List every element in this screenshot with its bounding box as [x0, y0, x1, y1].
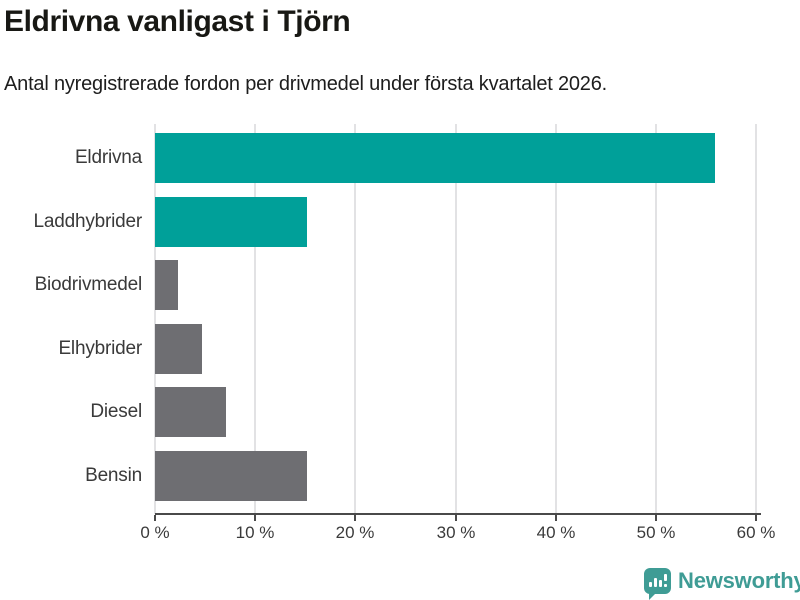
bar	[155, 197, 307, 247]
gridline	[455, 124, 457, 514]
tick-mark	[254, 515, 256, 521]
newsworthy-logo-icon	[644, 568, 671, 600]
logo-exclamation-dot-icon	[664, 584, 667, 587]
gridline	[655, 124, 657, 514]
plot-area	[154, 124, 761, 514]
gridline	[555, 124, 557, 514]
bar	[155, 451, 307, 501]
tick-mark	[455, 515, 457, 521]
gridline	[354, 124, 356, 514]
chart-subtitle: Antal nyregistrerade fordon per drivmede…	[4, 73, 608, 95]
category-label: Eldrivna	[74, 146, 142, 168]
category-label: Elhybrider	[58, 337, 142, 359]
bar-row: Biodrivmedel	[0, 252, 800, 317]
gridline	[254, 124, 256, 514]
tick-label: 40 %	[536, 523, 576, 542]
tick-label: 10 %	[235, 523, 275, 542]
logo-speech-tail	[649, 593, 656, 600]
tick-label: 60 %	[736, 523, 776, 542]
tick-label: 30 %	[436, 523, 476, 542]
logo-exclamation-icon	[664, 574, 667, 581]
bar-row: Eldrivna	[0, 125, 800, 190]
bar	[155, 387, 226, 437]
newsworthy-logo: Newsworthy	[644, 567, 800, 600]
tick-label: 0 %	[140, 523, 170, 542]
category-label: Biodrivmedel	[34, 273, 143, 295]
bar-row: Bensin	[0, 443, 800, 508]
gridline	[154, 124, 156, 514]
bar	[155, 133, 715, 183]
tick-mark	[354, 515, 356, 521]
newsworthy-brand-text: Newsworthy	[678, 568, 800, 593]
tick-mark	[755, 515, 757, 521]
tick-label: 50 %	[636, 523, 676, 542]
gridline	[755, 124, 757, 514]
logo-bar-icon	[654, 578, 657, 587]
bar-row: Laddhybrider	[0, 189, 800, 254]
bar	[155, 260, 178, 310]
chart-title: Eldrivna vanligast i Tjörn	[4, 5, 351, 38]
tick-mark	[154, 515, 156, 521]
category-label: Diesel	[90, 400, 142, 422]
tick-mark	[655, 515, 657, 521]
bar-row: Elhybrider	[0, 316, 800, 381]
category-label: Laddhybrider	[33, 210, 142, 232]
logo-bar-icon	[659, 580, 662, 587]
bar-row: Diesel	[0, 379, 800, 444]
tick-label: 20 %	[335, 523, 375, 542]
category-label: Bensin	[85, 464, 142, 486]
bar	[155, 324, 202, 374]
logo-bar-icon	[649, 582, 652, 587]
x-axis-line	[155, 513, 761, 515]
tick-mark	[555, 515, 557, 521]
